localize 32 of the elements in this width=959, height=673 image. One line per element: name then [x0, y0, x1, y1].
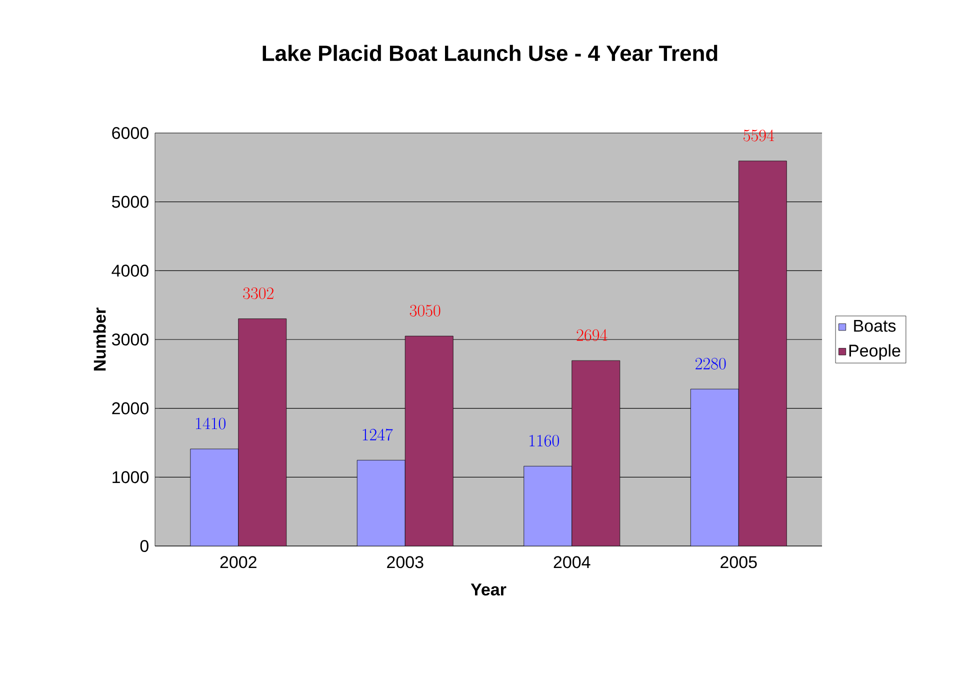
data-label: 2694 — [576, 329, 608, 341]
x-tick-label: 2004 — [554, 556, 590, 568]
bar — [404, 336, 454, 546]
chart-title: Lake Placid Boat Launch Use - 4 Year Trend — [262, 44, 718, 62]
y-tick-label: 3000 — [112, 333, 148, 346]
y-tick-label: 0 — [140, 540, 148, 552]
bar — [524, 466, 572, 546]
data-label: 1160 — [530, 434, 559, 447]
bar — [238, 318, 287, 546]
y-tick-label: 1000 — [112, 471, 148, 484]
legend-label: Boats — [854, 320, 896, 332]
data-label: 2280 — [696, 358, 726, 370]
data-label: 3050 — [410, 304, 440, 316]
x-tick-label: 2005 — [720, 556, 757, 568]
data-label: 1247 — [362, 428, 393, 441]
x-tick-label: 2002 — [220, 556, 256, 568]
data-label: 3302 — [243, 287, 274, 300]
data-label: 1410 — [196, 418, 226, 430]
legend-label: People — [849, 344, 900, 360]
bar — [572, 360, 620, 546]
bar — [690, 388, 739, 546]
y-tick-label: 4000 — [112, 264, 148, 277]
x-axis-title: Year — [470, 584, 506, 596]
bar — [190, 448, 239, 546]
y-axis-title: Number — [93, 308, 106, 370]
data-label: 5594 — [744, 130, 774, 142]
y-tick-label: 5000 — [112, 196, 148, 208]
y-tick-label: 6000 — [112, 126, 148, 140]
bar — [356, 460, 406, 546]
bar — [738, 160, 787, 546]
y-tick-label: 2000 — [112, 402, 148, 414]
x-tick-label: 2003 — [387, 556, 424, 568]
